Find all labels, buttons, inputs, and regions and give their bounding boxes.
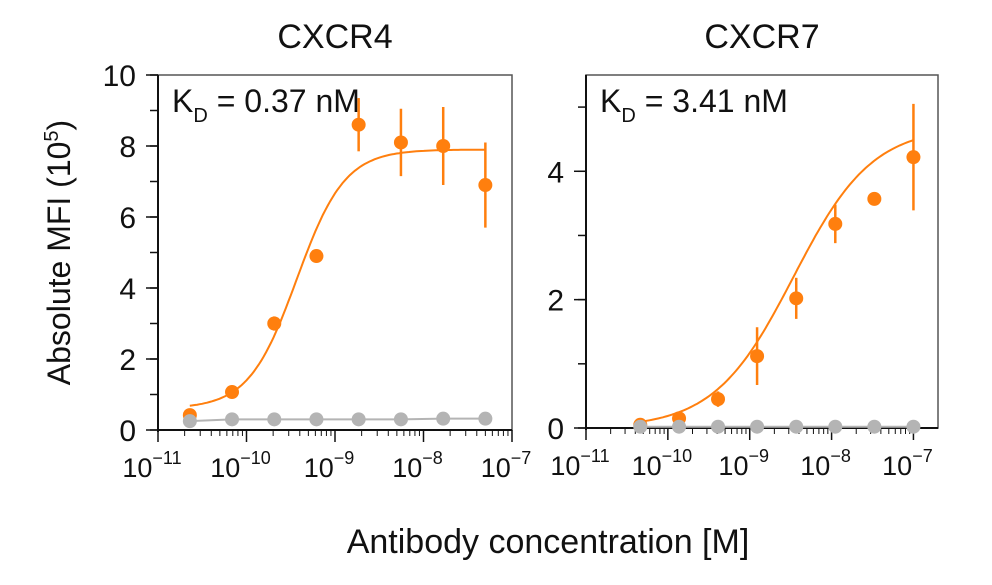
- data-point: [750, 349, 765, 364]
- data-point: [867, 191, 882, 206]
- y-label-text: Absolute MFI (10: [41, 142, 77, 386]
- data-point: [906, 419, 921, 434]
- y-tick-label: 4: [547, 156, 564, 189]
- x-tick-label: 10−7: [882, 446, 933, 481]
- data-point: [436, 139, 451, 153]
- kd-symbol: K: [600, 83, 621, 119]
- tick-exponent: −8: [830, 446, 851, 466]
- y-label-end: ): [41, 120, 77, 131]
- y-tick-label: 10: [103, 60, 136, 93]
- data-point: [633, 419, 648, 434]
- kd-symbol: K: [172, 83, 193, 119]
- data-point: [828, 419, 843, 434]
- tick-base: 10: [632, 451, 662, 481]
- data-point: [789, 419, 804, 434]
- tick-base: 10: [882, 451, 912, 481]
- kd-subscript: D: [621, 105, 635, 127]
- x-axis-label: Antibody concentration [M]: [347, 523, 750, 561]
- chart-title: CXCR4: [277, 18, 392, 56]
- y-tick-label: 8: [119, 131, 136, 164]
- kd-annotation: KD = 0.37 nM: [172, 83, 360, 127]
- y-tick-label: 4: [119, 273, 136, 306]
- data-point: [711, 419, 726, 434]
- tick-exponent: −11: [152, 448, 181, 468]
- tick-exponent: −9: [748, 446, 769, 466]
- tick-exponent: −9: [334, 448, 355, 468]
- data-point: [789, 291, 804, 306]
- data-point: [309, 249, 324, 264]
- series-control: [633, 419, 921, 434]
- data-point: [478, 178, 493, 193]
- data-point: [711, 392, 726, 407]
- y-tick-label: 2: [547, 285, 564, 318]
- kd-value: = 0.37 nM: [208, 83, 360, 119]
- data-point: [867, 419, 882, 434]
- tick-exponent: −8: [422, 448, 443, 468]
- x-tick-label: 10−9: [304, 448, 355, 483]
- tick-base: 10: [392, 453, 422, 483]
- series-antibody: [633, 103, 921, 432]
- fit-curve: [640, 139, 914, 423]
- y-axis-label: Absolute MFI (105): [41, 120, 77, 385]
- kd-annotation: KD = 3.41 nM: [600, 83, 788, 127]
- x-tick-label: 10−7: [481, 448, 532, 483]
- plot-frame: [585, 74, 939, 429]
- data-point: [225, 385, 240, 400]
- tick-exponent: −10: [240, 448, 271, 468]
- tick-base: 10: [304, 453, 334, 483]
- tick-exponent: −7: [912, 446, 933, 466]
- chart-title: CXCR7: [704, 18, 819, 56]
- y-tick-label: 6: [119, 202, 136, 235]
- y-tick-label: 2: [119, 344, 136, 377]
- data-point: [225, 412, 240, 427]
- data-point: [393, 135, 408, 150]
- fit-curve: [189, 148, 486, 407]
- tick-base: 10: [122, 453, 152, 483]
- data-point: [351, 117, 366, 132]
- tick-exponent: −11: [580, 446, 609, 466]
- data-point: [478, 411, 493, 426]
- data-point: [393, 412, 408, 427]
- tick-base: 10: [481, 453, 511, 483]
- data-point: [267, 316, 282, 331]
- plot-frame: [157, 74, 513, 431]
- tick-exponent: −10: [662, 446, 693, 466]
- data-point: [828, 216, 843, 231]
- tick-base: 10: [210, 453, 240, 483]
- kd-subscript: D: [193, 105, 207, 127]
- data-point: [436, 411, 451, 426]
- x-tick-label: 10−8: [392, 448, 443, 483]
- data-point: [182, 414, 197, 429]
- y-tick-label: 0: [547, 413, 564, 446]
- tick-base: 10: [550, 451, 580, 481]
- x-tick-label: 10−10: [210, 448, 271, 483]
- control-line: [189, 417, 486, 423]
- data-point: [309, 412, 324, 427]
- tick-base: 10: [800, 451, 830, 481]
- y-label-sup: 5: [41, 130, 63, 141]
- x-tick-label: 10−9: [718, 446, 769, 481]
- tick-base: 10: [718, 451, 748, 481]
- data-point: [906, 150, 921, 165]
- x-tick-label: 10−10: [632, 446, 693, 481]
- data-point: [267, 412, 282, 427]
- kd-value: = 3.41 nM: [636, 83, 788, 119]
- tick-exponent: −7: [511, 448, 532, 468]
- data-point: [672, 419, 687, 434]
- y-tick-label: 0: [119, 415, 136, 448]
- series-antibody: [182, 98, 493, 423]
- x-tick-label: 10−11: [550, 446, 609, 481]
- data-point: [750, 419, 765, 434]
- x-tick-label: 10−11: [122, 448, 181, 483]
- x-tick-label: 10−8: [800, 446, 851, 481]
- data-point: [351, 412, 366, 427]
- series-control: [182, 411, 493, 429]
